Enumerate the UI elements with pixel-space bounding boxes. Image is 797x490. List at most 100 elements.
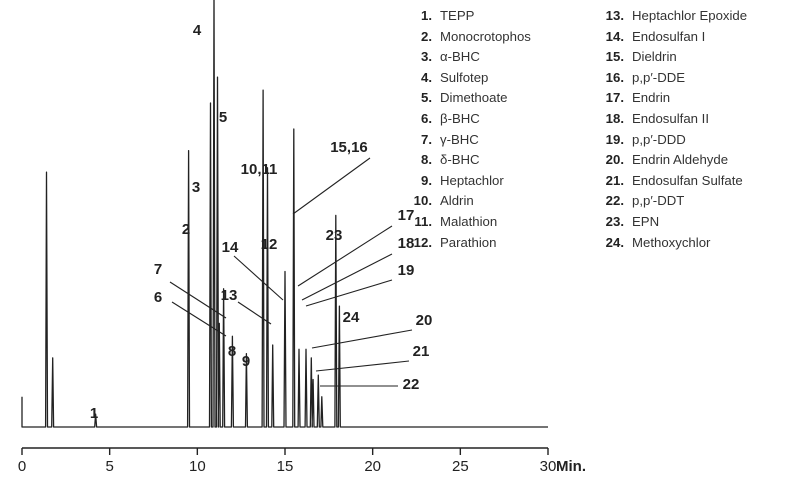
legend-entry-number: 23. [605, 213, 624, 229]
legend-entry-number: 12. [413, 234, 432, 250]
peak-leader-line [171, 301, 227, 337]
legend-entry-name: Aldrin [440, 193, 474, 209]
peak-label: 21 [413, 343, 430, 360]
legend-entry: 4. Sulfotep [396, 68, 531, 89]
legend-entry-number: 11. [414, 213, 432, 229]
legend-entry-name: Sulfotep [440, 69, 489, 85]
peak-label: 1 [90, 405, 98, 422]
peak-label: 20 [416, 312, 433, 329]
peak-leader-line [301, 253, 393, 301]
legend-entry-number: 3. [421, 49, 432, 65]
legend-entry: 19. p,p′-DDD [588, 130, 747, 151]
legend-entry-number: 1. [421, 8, 432, 23]
legend-entry-number: 9. [421, 172, 432, 188]
legend-entry-number: 18. [605, 110, 624, 126]
peak-label: 15,16 [330, 139, 368, 156]
legend-entry-name: Endrin Aldehyde [632, 152, 729, 168]
legend-entry-number: 16. [605, 69, 624, 85]
legend-entry: 10. Aldrin [396, 191, 531, 212]
legend-entry: 17. Endrin [588, 88, 747, 109]
peak-label: 19 [398, 262, 415, 279]
legend-entry: 3. α-BHC [396, 47, 531, 68]
legend-entry-name: Malathion [440, 213, 498, 229]
legend-entry-name: TEPP [440, 8, 475, 23]
peak-label: 6 [154, 289, 162, 306]
legend-entry-name: Endrin [632, 90, 671, 106]
legend-entry: 9. Heptachlor [396, 171, 531, 192]
peak-label: 18 [398, 235, 415, 252]
legend-entry-number: 15. [605, 49, 624, 65]
legend-entry-number: 7. [421, 131, 432, 147]
legend-entry: 7. γ-BHC [396, 130, 531, 151]
x-tick-label: 30 [540, 458, 557, 475]
peak-label: 10,11 [241, 161, 278, 178]
legend-entry-name: Endosulfan II [632, 110, 709, 126]
x-tick-label: 5 [105, 458, 113, 475]
legend-entry-number: 6. [421, 110, 432, 126]
legend-entry-name: γ-BHC [440, 131, 479, 147]
peak-label: 12 [261, 236, 278, 253]
peak-leader-line [315, 360, 410, 372]
legend-entry-number: 17. [605, 90, 624, 106]
legend-entry-number: 13. [605, 8, 624, 23]
peak-label: 4 [193, 22, 202, 39]
legend-entry-name: p,p′-DDT [632, 193, 685, 209]
peak-leader-line [297, 225, 393, 287]
chromatogram-trace [21, 0, 548, 428]
peak-label: 5 [219, 109, 227, 126]
peak-label: 7 [154, 261, 162, 278]
x-tick-label: 10 [189, 458, 206, 475]
legend-entry: 18. Endosulfan II [588, 109, 747, 130]
peak-label: 23 [326, 227, 343, 244]
peak-leader-line [305, 279, 393, 307]
peak-label: 13 [221, 287, 238, 304]
legend-entry-number: 19. [605, 131, 624, 147]
legend-entry-name: Methoxychlor [632, 234, 711, 250]
legend-entry-name: Dimethoate [440, 90, 508, 106]
legend-entry-name: Dieldrin [632, 49, 677, 65]
legend-entry-number: 2. [421, 28, 432, 44]
legend-entry-number: 4. [421, 69, 432, 85]
peak-label: 14 [222, 239, 239, 256]
legend-entry-name: Monocrotophos [440, 28, 531, 44]
legend-entry: 12. Parathion [396, 233, 531, 254]
legend-entry: 5. Dimethoate [396, 88, 531, 109]
legend-entry-name: p,p′-DDE [632, 69, 686, 85]
legend-entry: 20. Endrin Aldehyde [588, 150, 747, 171]
legend-entry: 11. Malathion [396, 212, 531, 233]
legend-entry-number: 24. [605, 234, 624, 250]
peak-label: 8 [228, 343, 236, 360]
legend-entry-name: δ-BHC [440, 152, 480, 168]
legend-entry-number: 8. [421, 152, 432, 168]
legend-entry-name: p,p′-DDD [632, 131, 686, 147]
legend-entry: 2. Monocrotophos [396, 27, 531, 48]
x-axis-ticks: 0 5 10 15 20 25 30 [18, 448, 557, 475]
legend-entry-name: α-BHC [440, 49, 480, 65]
legend-entry: 15. Dieldrin [588, 47, 747, 68]
x-tick-label: 0 [18, 458, 26, 475]
x-tick-label: 25 [452, 458, 469, 475]
peak-labels: 12345678910,1112131415,16171819202122232… [90, 22, 433, 422]
legend-column-2: 13. Heptachlor Epoxide 14. Endosulfan I 15. D… [588, 6, 747, 253]
legend-entry: 23. EPN [588, 212, 747, 233]
peak-label: 9 [242, 353, 250, 370]
legend-entry: 24. Methoxychlor [588, 233, 747, 254]
legend-entry-name: Heptachlor Epoxide [632, 8, 748, 23]
legend-entry-name: Parathion [440, 234, 497, 250]
legend-entry-name: Endosulfan Sulfate [632, 172, 743, 188]
legend-entry: 6. β-BHC [396, 109, 531, 130]
x-tick-label: 15 [277, 458, 294, 475]
x-axis-unit-label: Min. [556, 458, 586, 475]
legend-entry-name: EPN [632, 213, 660, 229]
peak-label: 2 [182, 221, 190, 238]
legend-entry-name: Endosulfan I [632, 28, 706, 44]
legend-entry: 8. δ-BHC [396, 150, 531, 171]
legend-entry-number: 5. [421, 90, 432, 106]
legend-entry-number: 20. [605, 152, 624, 168]
legend-entry-number: 22. [605, 193, 624, 209]
peak-label: 17 [398, 207, 415, 224]
legend-entry-name: Heptachlor [440, 172, 504, 188]
peak-label: 24 [343, 309, 360, 326]
peak-label: 3 [192, 179, 200, 196]
